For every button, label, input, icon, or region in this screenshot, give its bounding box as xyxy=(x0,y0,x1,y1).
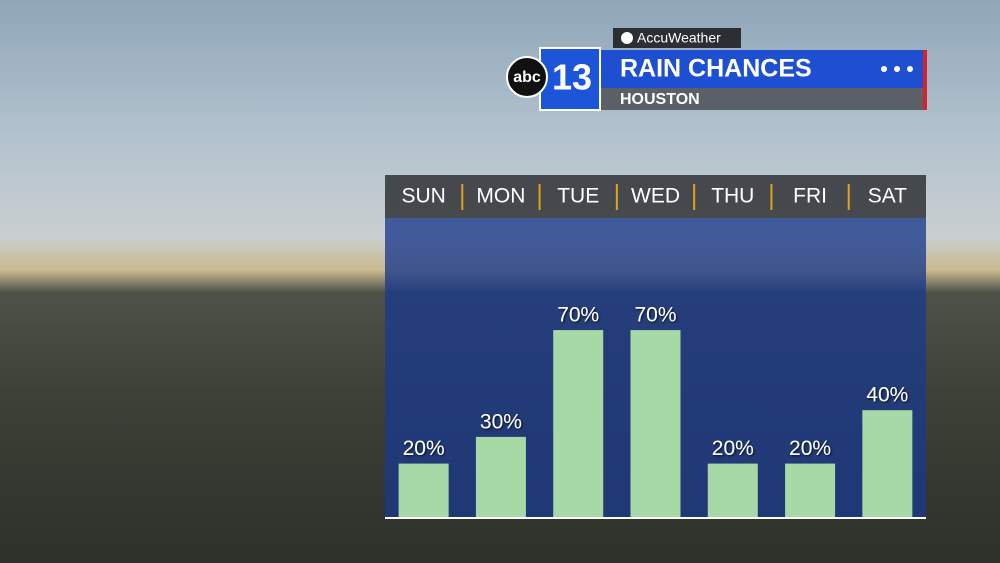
value-label: 20% xyxy=(789,437,831,460)
value-label: 70% xyxy=(634,304,676,327)
x-tick-label: SAT xyxy=(868,185,907,208)
chart-subtitle: HOUSTON xyxy=(620,91,700,108)
network-logo xyxy=(506,56,548,98)
x-tick-label: WED xyxy=(631,185,680,208)
network-name: abc xyxy=(513,69,541,86)
menu-dot xyxy=(907,66,913,72)
day-separator xyxy=(847,184,850,210)
x-tick-label: TUE xyxy=(557,185,599,208)
bar xyxy=(475,436,526,517)
value-label: 20% xyxy=(403,437,445,460)
value-label: 40% xyxy=(866,384,908,407)
day-separator xyxy=(615,184,618,210)
provider-name: AccuWeather xyxy=(637,30,721,46)
x-tick-label: MON xyxy=(476,185,525,208)
title-accent xyxy=(923,50,927,110)
day-separator xyxy=(770,184,773,210)
x-tick-label: THU xyxy=(711,185,754,208)
bar xyxy=(862,410,913,517)
value-label: 30% xyxy=(480,410,522,433)
menu-dot xyxy=(894,66,900,72)
day-separator xyxy=(461,184,464,210)
bar xyxy=(398,463,449,517)
bar xyxy=(707,463,758,517)
x-tick-label: FRI xyxy=(793,185,827,208)
day-header xyxy=(385,175,926,218)
bar xyxy=(630,330,681,517)
chart-title: RAIN CHANCES xyxy=(620,55,812,83)
value-label: 20% xyxy=(712,437,754,460)
menu-dot xyxy=(881,66,887,72)
bar xyxy=(785,463,836,517)
value-label: 70% xyxy=(557,304,599,327)
subtitle-bar xyxy=(600,88,925,110)
bar xyxy=(553,330,604,517)
title-bar xyxy=(600,50,925,88)
channel-number: 13 xyxy=(552,57,592,98)
day-separator xyxy=(693,184,696,210)
x-tick-label: SUN xyxy=(401,185,445,208)
provider-icon xyxy=(621,32,633,44)
day-separator xyxy=(538,184,541,210)
provider-tag xyxy=(613,28,741,48)
